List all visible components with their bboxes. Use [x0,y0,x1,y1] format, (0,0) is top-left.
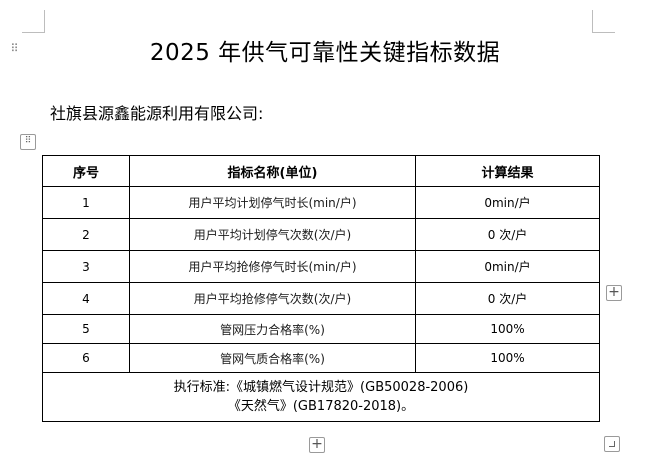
row-metric: 管网气质合格率(%) [129,343,416,373]
header-result: 计算结果 [415,155,600,187]
add-column-plus-icon[interactable]: + [606,285,622,301]
standards-note: 执行标准:《城镇燃气设计规范》(GB50028-2006) 《天然气》(GB17… [42,372,600,422]
row-result: 0 次/户 [415,218,600,251]
paragraph-drag-icon[interactable]: ⠿ [10,42,18,55]
table-row: 6 管网气质合格率(%) 100% [42,343,600,373]
add-row-plus-icon[interactable]: + [309,437,325,453]
table-row: 2 用户平均计划停气次数(次/户) 0 次/户 [42,218,600,251]
table-move-icon[interactable]: ⠿ [20,134,36,150]
row-metric: 用户平均计划停气次数(次/户) [129,218,416,251]
document-title: 2025 年供气可靠性关键指标数据 [149,40,501,66]
row-result: 100% [415,314,600,344]
row-no: 5 [42,314,130,344]
row-metric: 管网压力合格率(%) [129,314,416,344]
row-result: 100% [415,343,600,373]
row-metric: 用户平均抢修停气次数(次/户) [129,282,416,315]
table-resize-icon[interactable] [604,436,620,452]
table-row: 3 用户平均抢修停气时长(min/户) 0min/户 [42,250,600,283]
table-footer-row: 执行标准:《城镇燃气设计规范》(GB50028-2006) 《天然气》(GB17… [42,372,600,422]
table-header-row: 序号 指标名称(单位) 计算结果 [42,155,600,187]
row-no: 4 [42,282,130,315]
table-row: 5 管网压力合格率(%) 100% [42,314,600,344]
row-no: 3 [42,250,130,283]
header-no: 序号 [42,155,130,187]
metrics-table: 序号 指标名称(单位) 计算结果 1 用户平均计划停气时长(min/户) 0mi… [42,155,600,422]
standards-line-2: 《天然气》(GB17820-2018)。 [227,399,415,414]
table-row: 1 用户平均计划停气时长(min/户) 0min/户 [42,186,600,219]
row-result: 0 次/户 [415,282,600,315]
crop-mark-top-left [22,10,45,33]
crop-mark-top-right [592,10,615,33]
row-result: 0min/户 [415,250,600,283]
row-no: 2 [42,218,130,251]
row-metric: 用户平均抢修停气时长(min/户) [129,250,416,283]
company-name: 社旗县源鑫能源利用有限公司: [50,104,264,123]
row-no: 1 [42,186,130,219]
standards-line-1: 执行标准:《城镇燃气设计规范》(GB50028-2006) [173,380,469,395]
row-result: 0min/户 [415,186,600,219]
table-row: 4 用户平均抢修停气次数(次/户) 0 次/户 [42,282,600,315]
row-no: 6 [42,343,130,373]
header-metric: 指标名称(单位) [129,155,416,187]
row-metric: 用户平均计划停气时长(min/户) [129,186,416,219]
